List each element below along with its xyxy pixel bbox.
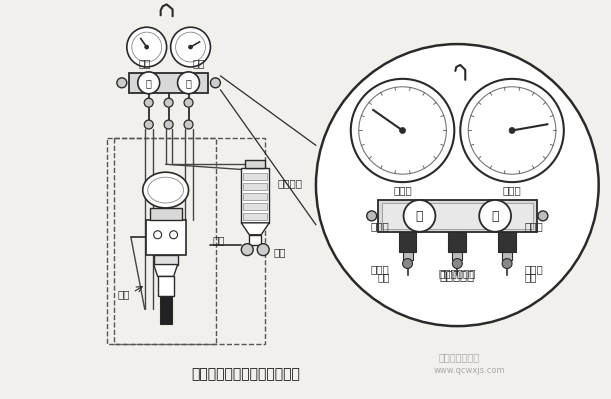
Bar xyxy=(243,193,267,200)
Circle shape xyxy=(154,231,162,239)
Bar xyxy=(243,183,267,190)
Circle shape xyxy=(170,231,178,239)
Bar xyxy=(382,203,533,229)
Text: 低压表: 低压表 xyxy=(393,185,412,195)
Polygon shape xyxy=(154,265,178,277)
Circle shape xyxy=(175,32,205,62)
Text: 吸入: 吸入 xyxy=(117,289,130,299)
Circle shape xyxy=(117,78,127,88)
Circle shape xyxy=(367,211,376,221)
Text: 低: 低 xyxy=(146,78,152,88)
Bar xyxy=(243,203,267,210)
Circle shape xyxy=(479,200,511,232)
Circle shape xyxy=(164,98,173,107)
Circle shape xyxy=(170,27,210,67)
Circle shape xyxy=(132,32,162,62)
Text: 高: 高 xyxy=(186,78,191,88)
Bar xyxy=(243,213,267,220)
Circle shape xyxy=(403,200,436,232)
Circle shape xyxy=(452,259,463,269)
Text: 维修中间接头: 维修中间接头 xyxy=(439,269,476,279)
Circle shape xyxy=(460,79,564,182)
Bar xyxy=(378,200,537,232)
Circle shape xyxy=(257,244,269,256)
Polygon shape xyxy=(241,223,269,235)
Bar xyxy=(154,255,178,265)
Circle shape xyxy=(189,45,192,49)
Circle shape xyxy=(127,27,167,67)
Bar xyxy=(159,296,172,324)
Circle shape xyxy=(178,72,199,94)
Circle shape xyxy=(403,259,412,269)
Bar xyxy=(146,220,186,255)
Bar xyxy=(107,138,265,344)
Text: 制冷剂罐: 制冷剂罐 xyxy=(277,178,302,188)
Bar xyxy=(498,232,516,252)
Text: 汽车维修技术网: 汽车维修技术网 xyxy=(439,352,480,362)
Bar xyxy=(403,252,412,260)
Circle shape xyxy=(137,72,159,94)
Circle shape xyxy=(359,87,447,174)
Text: 组合压力表: 组合压力表 xyxy=(440,270,475,283)
Bar xyxy=(114,138,216,344)
Text: 低压侧: 低压侧 xyxy=(371,265,390,275)
Text: 高压表: 高压表 xyxy=(503,185,521,195)
Text: 低: 低 xyxy=(415,210,423,223)
Ellipse shape xyxy=(148,177,183,203)
Bar xyxy=(245,160,265,168)
Circle shape xyxy=(184,98,193,107)
Text: 低压阀: 低压阀 xyxy=(371,221,390,231)
Bar xyxy=(129,73,208,93)
Bar xyxy=(158,277,174,296)
Bar xyxy=(249,235,261,245)
Text: 高压阀: 高压阀 xyxy=(525,221,544,231)
Text: 关闭: 关闭 xyxy=(139,58,151,68)
Circle shape xyxy=(502,259,512,269)
Text: 高压侧: 高压侧 xyxy=(525,265,544,275)
Text: 接头: 接头 xyxy=(377,273,390,282)
Circle shape xyxy=(144,120,153,129)
Bar xyxy=(398,232,417,252)
Text: 全开: 全开 xyxy=(192,58,205,68)
Text: 开启: 开启 xyxy=(273,248,286,258)
Bar xyxy=(150,208,181,220)
Bar xyxy=(241,168,269,223)
Circle shape xyxy=(400,128,406,133)
Text: www.qcwxjs.com: www.qcwxjs.com xyxy=(433,366,505,375)
Text: 高: 高 xyxy=(491,210,499,223)
Circle shape xyxy=(351,79,455,182)
Circle shape xyxy=(184,120,193,129)
Bar xyxy=(502,252,512,260)
Circle shape xyxy=(316,44,599,326)
Ellipse shape xyxy=(143,172,189,208)
Circle shape xyxy=(509,128,515,133)
Circle shape xyxy=(210,78,221,88)
Bar xyxy=(243,173,267,180)
Circle shape xyxy=(144,98,153,107)
Circle shape xyxy=(468,87,556,174)
Circle shape xyxy=(538,211,548,221)
Circle shape xyxy=(241,244,253,256)
Text: 制冷剂高压端充注法管路连接: 制冷剂高压端充注法管路连接 xyxy=(191,367,300,381)
Text: 排出: 排出 xyxy=(213,235,225,245)
Circle shape xyxy=(145,45,148,49)
Bar xyxy=(448,232,466,252)
Text: 接头: 接头 xyxy=(525,273,538,282)
Circle shape xyxy=(164,120,173,129)
Bar xyxy=(452,252,463,260)
